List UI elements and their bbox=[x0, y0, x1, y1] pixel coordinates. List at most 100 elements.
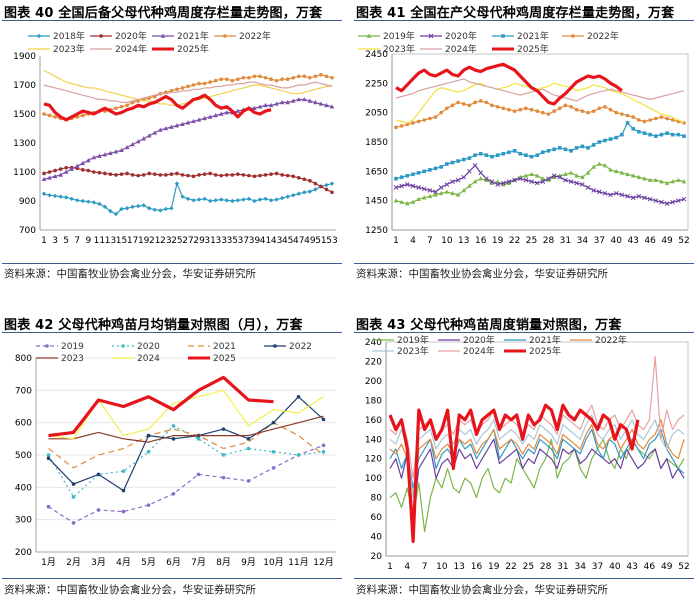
data-point bbox=[670, 199, 676, 205]
data-point bbox=[399, 183, 405, 189]
data-point bbox=[308, 75, 312, 80]
data-point bbox=[501, 106, 506, 111]
data-point bbox=[313, 100, 318, 105]
x-tick-label: 49 bbox=[304, 236, 316, 246]
data-point bbox=[404, 201, 410, 206]
x-tick-label: 4 bbox=[404, 562, 410, 572]
data-point bbox=[675, 198, 681, 204]
x-tick-label: 1 bbox=[41, 236, 47, 246]
data-point bbox=[664, 180, 670, 185]
legend-label: 2022 bbox=[289, 342, 312, 352]
data-point bbox=[512, 109, 517, 113]
data-point bbox=[163, 126, 169, 131]
series-2024年 bbox=[43, 81, 333, 104]
data-point bbox=[404, 182, 410, 187]
data-point bbox=[676, 132, 681, 137]
data-point bbox=[302, 177, 307, 182]
data-point bbox=[625, 193, 630, 199]
data-point bbox=[121, 488, 126, 493]
series-line bbox=[47, 425, 324, 498]
data-point bbox=[681, 196, 687, 202]
data-point bbox=[141, 203, 146, 208]
data-point bbox=[307, 189, 313, 194]
y-tick-label: 500 bbox=[15, 451, 32, 461]
x-tick-label: 2月 bbox=[66, 557, 81, 568]
x-tick-label: 10 bbox=[441, 236, 453, 246]
data-point bbox=[591, 109, 596, 113]
data-point bbox=[108, 208, 113, 214]
legend-label: 2020年 bbox=[115, 30, 147, 42]
data-point bbox=[642, 195, 647, 201]
y-tick-label: 900 bbox=[19, 197, 36, 207]
y-tick-label: 400 bbox=[15, 483, 32, 493]
series-line bbox=[43, 93, 272, 122]
data-point bbox=[636, 193, 642, 199]
data-point bbox=[285, 173, 290, 178]
data-point bbox=[171, 424, 176, 428]
data-point bbox=[296, 453, 301, 457]
data-point bbox=[135, 139, 141, 144]
data-point bbox=[224, 110, 230, 115]
data-point bbox=[224, 173, 229, 177]
data-point bbox=[252, 74, 257, 79]
data-point bbox=[394, 176, 398, 181]
data-point bbox=[302, 74, 307, 79]
series-line bbox=[43, 81, 333, 104]
data-point bbox=[501, 151, 506, 156]
data-point bbox=[484, 100, 489, 105]
data-point bbox=[58, 194, 63, 199]
data-point bbox=[158, 127, 163, 132]
data-point bbox=[625, 113, 630, 118]
data-point bbox=[257, 197, 263, 202]
data-point bbox=[467, 168, 472, 174]
data-point bbox=[433, 192, 438, 197]
data-point bbox=[186, 84, 190, 89]
source-rule bbox=[354, 263, 694, 264]
x-tick-label: 13 bbox=[453, 562, 464, 572]
data-point bbox=[169, 89, 174, 93]
legend-label: 2024 bbox=[137, 354, 160, 364]
data-point bbox=[540, 179, 546, 184]
data-point bbox=[653, 134, 658, 138]
y-tick-label: 1450 bbox=[365, 197, 388, 207]
data-point bbox=[467, 183, 472, 188]
data-point bbox=[274, 78, 279, 83]
data-point bbox=[659, 179, 664, 184]
data-point bbox=[213, 78, 218, 83]
data-point bbox=[574, 173, 580, 178]
data-point bbox=[186, 173, 190, 178]
legend-item: 2020年 bbox=[438, 334, 495, 346]
x-tick-label: 10月 bbox=[263, 557, 283, 568]
data-point bbox=[529, 171, 534, 177]
legend-label: 2025年 bbox=[517, 43, 549, 55]
x-tick-label: 49 bbox=[661, 562, 673, 572]
x-tick-label: 27 bbox=[182, 236, 193, 246]
legend-label: 2023年 bbox=[397, 345, 429, 357]
series-2020年 bbox=[393, 163, 687, 206]
chart-41-svg: 1250 1450 1650 1850 2050 2250 2450 1 4 7 10 13 16 19 2… bbox=[358, 30, 690, 246]
series-2018年 bbox=[41, 181, 335, 217]
legend-item: 2023年 bbox=[358, 43, 415, 55]
y-tick-label: 1650 bbox=[365, 167, 388, 177]
data-point bbox=[602, 163, 608, 168]
legend-label: 2023 bbox=[61, 354, 84, 364]
x-tick-label: 4月 bbox=[116, 557, 131, 568]
data-point bbox=[236, 77, 240, 81]
data-point bbox=[180, 173, 185, 177]
legend-label: 2024年 bbox=[463, 345, 495, 357]
x-tick-label: 13 bbox=[105, 236, 116, 246]
data-point bbox=[568, 170, 574, 175]
series-line bbox=[389, 428, 685, 489]
data-point bbox=[152, 130, 158, 135]
data-point bbox=[313, 187, 318, 192]
data-point bbox=[393, 185, 399, 190]
data-point bbox=[202, 172, 207, 176]
data-point bbox=[478, 176, 484, 181]
data-point bbox=[563, 147, 568, 152]
data-point bbox=[574, 146, 579, 150]
data-point bbox=[625, 121, 630, 125]
series-2019年 bbox=[393, 161, 687, 206]
data-point bbox=[456, 100, 460, 105]
data-point bbox=[427, 188, 433, 193]
data-point bbox=[473, 100, 477, 105]
